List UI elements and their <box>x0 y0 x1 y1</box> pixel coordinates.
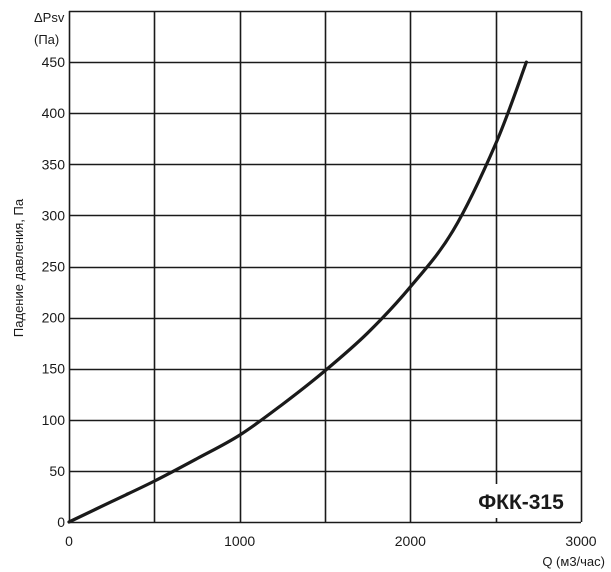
y-tick-label: 150 <box>42 361 66 377</box>
y-tick-label: 250 <box>42 259 66 275</box>
y-tick-label: 300 <box>42 207 66 223</box>
curve-layer <box>67 60 528 524</box>
y-tick-label: 350 <box>42 156 66 172</box>
model-label: ФКК-315 <box>478 491 564 514</box>
y-tick-label: 400 <box>42 105 66 121</box>
x-tick-label: 2000 <box>395 533 426 549</box>
x-tick-label: 1000 <box>224 533 255 549</box>
x-tick-label: 0 <box>65 533 73 549</box>
y-axis-label: Падение давления, Па <box>11 198 26 337</box>
y-tick-label: 0 <box>57 514 65 530</box>
y-tick-label: 100 <box>42 412 66 428</box>
x-tick-label: 3000 <box>565 533 596 549</box>
y-axis-unit-symbol: ΔPsv <box>34 10 65 25</box>
y-tick-label: 200 <box>42 310 66 326</box>
model-label-background <box>470 484 566 518</box>
tick-labels: 0 50 100 150 200 250 300 350 400 450 0 1000 2000 3000 <box>42 54 597 549</box>
y-tick-label: 50 <box>49 463 65 479</box>
y-axis-unit-paren: (Па) <box>34 32 59 47</box>
x-axis-label: Q (м3/час) <box>542 554 605 569</box>
pressure-curve <box>67 60 528 524</box>
grid <box>68 10 583 524</box>
y-tick-label: 450 <box>42 54 66 70</box>
